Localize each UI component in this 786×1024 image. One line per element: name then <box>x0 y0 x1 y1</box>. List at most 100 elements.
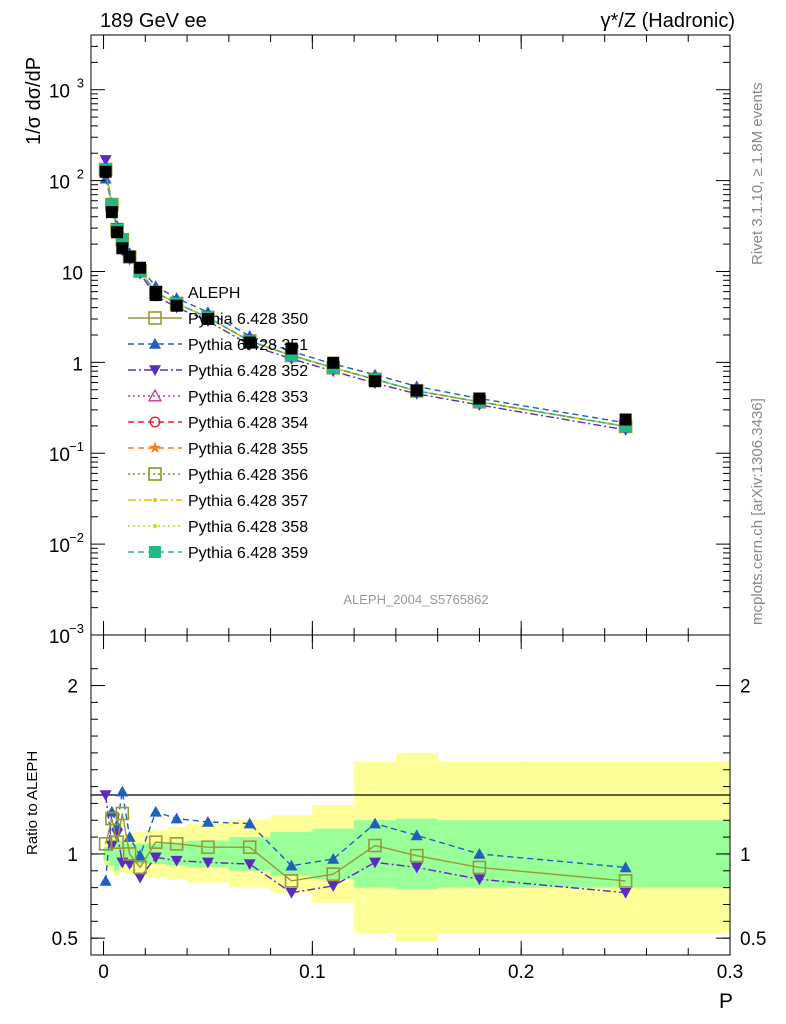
ratio-frame <box>90 634 731 956</box>
y-tick-label-exponent: −2 <box>69 530 84 545</box>
ratio-series-point <box>105 805 118 817</box>
main-series-line <box>104 169 626 428</box>
ratio-x-tick-label: 0.3 <box>717 962 743 983</box>
main-series-line <box>104 169 626 428</box>
data-point <box>619 413 632 426</box>
ratio-series-point <box>149 852 162 864</box>
ratio-series-point <box>134 872 147 884</box>
y-tick-label: 10 <box>49 627 70 648</box>
uncertainty-band-stat <box>113 837 120 871</box>
data-point <box>243 336 256 349</box>
main-series-line <box>104 169 626 428</box>
header-right: γ*/Z (Hadronic) <box>601 10 735 32</box>
ratio-series-layer <box>98 785 633 899</box>
uncertainty-band-stat <box>103 847 110 861</box>
legend-marker <box>149 546 161 558</box>
y-tick-label: 10 <box>49 173 70 194</box>
main-series-layer <box>98 155 633 436</box>
legend-marker <box>147 388 163 402</box>
main-series-line <box>104 178 626 424</box>
main-series-line <box>104 169 626 428</box>
ratio-series-point <box>170 855 183 867</box>
y-tick-label-exponent: −3 <box>69 621 84 636</box>
ratio-series-point <box>99 790 112 801</box>
ratio-series-point <box>134 849 147 861</box>
main-series-line <box>104 169 626 428</box>
uncertainty-band-stat <box>521 820 731 888</box>
ratio-bands <box>103 752 731 942</box>
legend-label: Pythia 6.428 354 <box>188 415 308 432</box>
legend-label: Pythia 6.428 356 <box>188 467 308 484</box>
legend-label: ALEPH <box>188 285 240 302</box>
ratio-series-point <box>473 874 486 886</box>
data-point <box>285 342 298 355</box>
ratio-series-point <box>243 859 256 871</box>
ratio-series-point <box>326 867 341 881</box>
data-point <box>111 226 124 239</box>
y-tick-label: 10 <box>49 82 70 103</box>
ratio-series-point <box>410 829 423 841</box>
legend-marker <box>153 524 157 528</box>
y-tick-label: 10 <box>62 263 83 284</box>
ratio-y-tick-label: 1 <box>67 845 78 866</box>
legend-label: Pythia 6.428 355 <box>188 441 308 458</box>
data-point <box>170 299 183 312</box>
ratio-series-point <box>369 857 381 869</box>
uncertainty-band-stat <box>108 842 115 866</box>
y-tick-label-exponent: 2 <box>77 167 84 182</box>
legend-label: Pythia 6.428 353 <box>188 389 308 406</box>
ratio-panel: 0.5 0.5 1 1 2 2 0 0.1 0.2 0.3 Ratio to ALEPH P <box>24 634 766 1013</box>
main-series-line <box>104 159 626 431</box>
legend: ALEPH Pythia 6.428 350 Pythia 6.428 351 Pyt… <box>128 285 308 562</box>
ratio-y-tick-label: 0.5 <box>52 929 78 950</box>
legend-label: Pythia 6.428 350 <box>188 311 308 328</box>
ratio-series-point <box>619 861 632 873</box>
data-point <box>201 312 214 325</box>
ratio-series-point <box>115 806 130 821</box>
ratio-series-point <box>123 859 136 871</box>
ratio-series-point <box>619 887 632 899</box>
legend-marker: ★ <box>148 438 162 457</box>
ratio-series-point <box>110 835 124 849</box>
uncertainty-band-stat <box>119 840 125 868</box>
ratio-series-point <box>116 785 129 797</box>
data-point <box>473 392 486 405</box>
main-series-line <box>104 169 626 428</box>
y-tick-label-exponent: −1 <box>69 439 84 454</box>
legend-marker <box>149 416 161 428</box>
ratio-series-point <box>327 881 340 892</box>
data-point <box>105 206 118 219</box>
ratio-series-point <box>122 847 137 861</box>
ratio-y-tick-label-right: 1 <box>740 845 751 866</box>
main-series-point <box>99 155 112 166</box>
ratio-y-tick-label: 2 <box>67 677 78 698</box>
main-series-line <box>104 169 626 428</box>
main-series-line <box>104 169 626 428</box>
legend-marker <box>153 498 157 502</box>
y-tick-label-exponent: 3 <box>77 76 84 91</box>
legend-marker <box>150 286 162 298</box>
ratio-x-tick-label: 0.2 <box>508 962 534 983</box>
main-frame <box>90 34 731 636</box>
data-point <box>410 384 423 397</box>
ratio-x-tick-label: 0.1 <box>299 962 325 983</box>
ratio-series-point <box>201 815 214 827</box>
ratio-series-point <box>170 812 183 824</box>
ratio-series-point <box>618 874 633 888</box>
uncertainty-band-stat <box>395 818 439 890</box>
data-point <box>99 165 112 178</box>
ratio-series-point <box>148 835 163 849</box>
legend-label: Pythia 6.428 358 <box>188 519 308 536</box>
legend-marker <box>149 338 161 349</box>
legend-label: Pythia 6.428 351 <box>188 337 308 354</box>
ratio-series-point <box>149 805 162 817</box>
ratio-series-point <box>327 853 340 864</box>
ratio-series-point <box>369 817 381 829</box>
y-tick-label: 10 <box>49 536 70 557</box>
ratio-series-point <box>169 837 184 851</box>
ratio-series-point <box>284 874 299 888</box>
data-point <box>134 261 147 274</box>
